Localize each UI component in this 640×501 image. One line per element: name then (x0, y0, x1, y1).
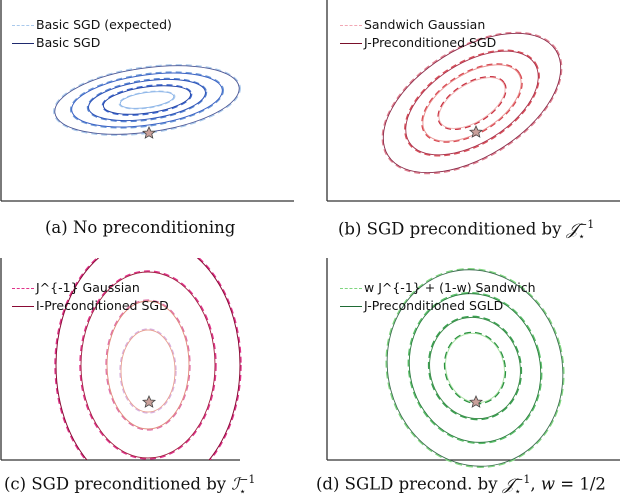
subscript: ⋆ (578, 230, 585, 243)
math-symbol: 𝒥 (502, 474, 515, 494)
contour-plot-a (0, 0, 294, 202)
superscript: −1 (514, 473, 531, 486)
contours-a (53, 64, 241, 136)
caption-text: (b) SGD preconditioned by (338, 219, 567, 239)
subscript: ⋆ (239, 485, 246, 498)
caption-text: (d) SGLD precond. by (316, 474, 503, 494)
legend-item: Basic SGD (12, 34, 172, 52)
math-scripts: −1 ⋆ (578, 218, 595, 243)
legend-item: Basic SGD (expected) (12, 16, 172, 34)
dashed-line-swatch-icon (12, 24, 34, 26)
legend-a: Basic SGD (expected) Basic SGD (12, 16, 172, 52)
contour-plot-b (326, 0, 620, 202)
solid-line-swatch-icon (12, 305, 34, 307)
subscript: ⋆ (514, 485, 522, 498)
legend-label: J^{-1} Gaussian (36, 280, 140, 295)
panel-c: J^{-1} Gaussian I-Preconditioned SGD (c)… (0, 250, 320, 501)
legend-label: J-Preconditioned SGLD (364, 298, 504, 313)
caption-c: (c) SGD preconditioned by ℐ−1 ⋆ (4, 473, 256, 498)
legend-label: Sandwich Gaussian (364, 17, 486, 32)
caption-text: = 1/2 (555, 474, 606, 494)
legend-item: Sandwich Gaussian (340, 16, 496, 34)
caption-text: (a) No preconditioning (45, 218, 236, 237)
solid-line-swatch-icon (340, 42, 362, 44)
legend-b: Sandwich Gaussian J-Preconditioned SGD (340, 16, 496, 52)
legend-item: I-Preconditioned SGD (12, 297, 169, 315)
dashed-line-swatch-icon (340, 24, 362, 26)
legend-label: J-Preconditioned SGD (364, 35, 497, 50)
legend-item: w J^{-1} + (1-w) Sandwich (340, 279, 536, 297)
contour-plot-d (326, 258, 620, 468)
caption-b: (b) SGD preconditioned by 𝒥−1 ⋆ (338, 218, 595, 243)
legend-label: Basic SGD (36, 35, 101, 50)
math-variable: w (540, 474, 556, 494)
superscript: −1 (578, 218, 595, 231)
math-symbol: 𝒥 (566, 219, 579, 239)
solid-line-swatch-icon (12, 42, 34, 44)
optimum-star-icon (141, 395, 157, 408)
legend-item: J^{-1} Gaussian (12, 279, 169, 297)
optimum-star-icon (141, 126, 157, 139)
math-symbol: ℐ (231, 474, 240, 494)
caption-text: (c) SGD preconditioned by (4, 474, 232, 494)
legend-d: w J^{-1} + (1-w) Sandwich J-Precondition… (340, 279, 536, 315)
contours-c (54, 258, 242, 460)
legend-label: w J^{-1} + (1-w) Sandwich (364, 280, 536, 295)
legend-label: Basic SGD (expected) (36, 17, 172, 32)
legend-c: J^{-1} Gaussian I-Preconditioned SGD (12, 279, 169, 315)
math-scripts: −1 ⋆ (239, 473, 256, 498)
caption-text: , (530, 474, 541, 494)
math-scripts: −1 ⋆ (514, 473, 531, 498)
caption-d: (d) SGLD precond. by 𝒥−1 ⋆, w = 1/2 (316, 473, 606, 498)
dashed-line-swatch-icon (12, 287, 34, 289)
legend-label: I-Preconditioned SGD (36, 298, 169, 313)
panel-d: w J^{-1} + (1-w) Sandwich J-Precondition… (316, 250, 640, 501)
contours-d (385, 268, 565, 468)
caption-a: (a) No preconditioning (45, 218, 235, 237)
contour-plot-c (0, 258, 242, 461)
dashed-line-swatch-icon (340, 287, 362, 289)
legend-item: J-Preconditioned SGD (340, 34, 496, 52)
contours-b (381, 31, 563, 175)
optimum-star-icon (468, 125, 484, 138)
solid-line-swatch-icon (340, 305, 362, 307)
superscript: −1 (239, 473, 256, 486)
legend-item: J-Preconditioned SGLD (340, 297, 536, 315)
panel-a: Basic SGD (expected) Basic SGD (a) No pr… (0, 0, 320, 240)
panel-b: Sandwich Gaussian J-Preconditioned SGD (… (320, 0, 640, 243)
optimum-star-icon (468, 395, 484, 408)
